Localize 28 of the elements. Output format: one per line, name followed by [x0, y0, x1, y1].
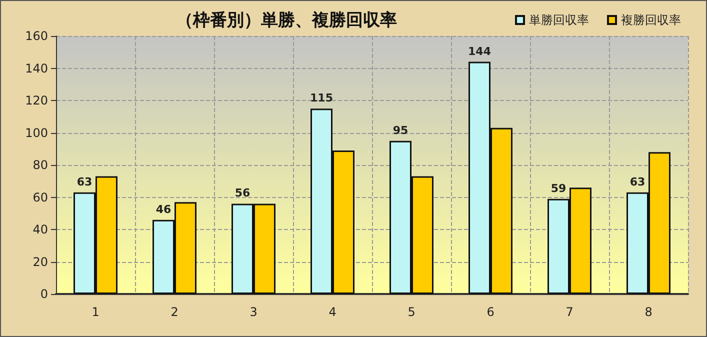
y-tick-label: 0 [40, 287, 48, 301]
x-tick-label: 1 [92, 305, 100, 319]
legend-label: 複勝回収率 [621, 13, 681, 27]
data-label: 59 [550, 182, 566, 195]
data-label: 144 [468, 44, 492, 58]
y-tick-label: 140 [25, 61, 48, 76]
data-label: 63 [630, 175, 646, 188]
x-tick-label: 7 [566, 305, 574, 319]
y-tick-label: 80 [32, 158, 48, 172]
x-tick-label: 3 [250, 305, 258, 319]
y-tick-label: 160 [25, 29, 48, 43]
x-tick-label: 2 [170, 305, 178, 319]
x-tick-label: 5 [408, 305, 416, 319]
x-tick-label: 6 [486, 305, 494, 319]
data-label: 46 [156, 202, 172, 216]
x-tick-label: 8 [644, 305, 652, 319]
data-label: 95 [392, 124, 408, 137]
y-tick-label: 40 [32, 222, 48, 236]
data-label: 115 [310, 92, 333, 105]
y-tick-label: 20 [32, 254, 48, 269]
data-label: 63 [76, 175, 92, 188]
y-tick-label: 100 [25, 126, 48, 140]
y-tick-label: 120 [25, 94, 48, 108]
y-tick-label: 60 [32, 190, 48, 204]
chart-title: （枠番別）単勝、複勝回収率 [176, 10, 397, 30]
x-tick-label: 4 [328, 305, 336, 319]
data-label: 56 [234, 186, 250, 200]
legend-label: 単勝回収率 [529, 13, 589, 27]
